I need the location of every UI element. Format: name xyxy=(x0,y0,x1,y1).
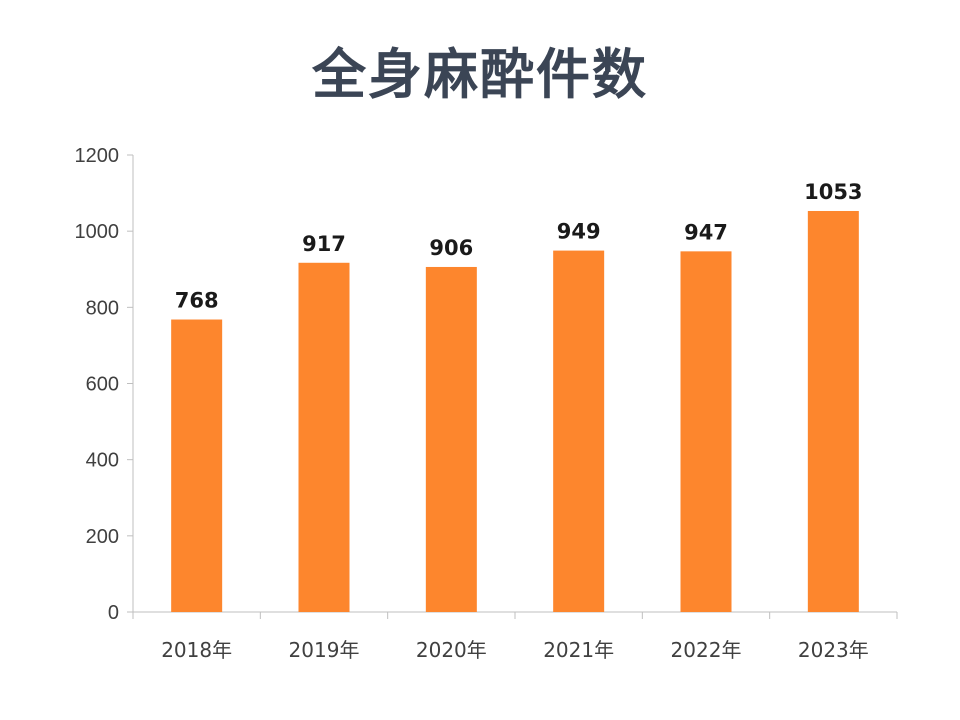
data-label: 917 xyxy=(302,232,346,256)
y-tick-label: 800 xyxy=(86,297,119,319)
data-label: 949 xyxy=(557,220,601,244)
x-category-label: 2023年 xyxy=(798,638,869,662)
y-tick-label: 0 xyxy=(108,602,119,624)
chart-title: 全身麻酔件数 xyxy=(312,43,648,106)
y-tick-label: 1200 xyxy=(75,145,120,167)
bar xyxy=(680,251,732,612)
y-tick-label: 200 xyxy=(86,526,119,548)
bar xyxy=(298,262,350,612)
data-label: 906 xyxy=(429,236,473,260)
y-tick-label: 400 xyxy=(86,450,119,472)
bar xyxy=(425,266,477,612)
bar xyxy=(171,319,223,612)
x-category-label: 2022年 xyxy=(671,638,742,662)
bar xyxy=(553,250,605,612)
data-label: 947 xyxy=(684,220,728,244)
y-tick-label: 1000 xyxy=(75,221,120,243)
bar xyxy=(807,210,859,613)
x-category-label: 2020年 xyxy=(416,638,487,662)
y-tick-label: 600 xyxy=(86,374,119,396)
data-label: 768 xyxy=(175,289,219,313)
x-category-label: 2021年 xyxy=(543,638,614,662)
data-label: 1053 xyxy=(804,180,862,204)
x-category-label: 2018年 xyxy=(161,638,232,662)
x-category-label: 2019年 xyxy=(289,638,360,662)
